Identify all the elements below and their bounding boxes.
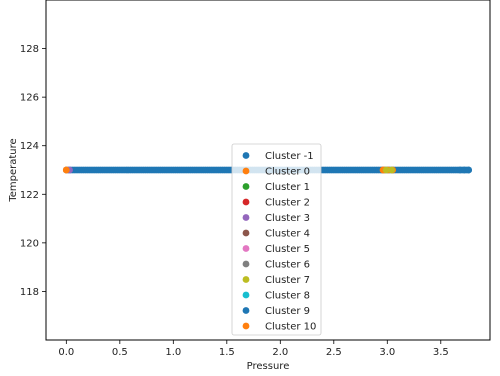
x-tick-label: 0.5 <box>112 347 128 358</box>
legend-label: Cluster 9 <box>265 306 310 317</box>
x-tick-label: 0.0 <box>58 347 74 358</box>
legend-label: Cluster 4 <box>265 229 310 240</box>
y-tick-label: 118 <box>20 287 39 298</box>
x-tick-label: 1.0 <box>165 347 181 358</box>
legend-label: Cluster -1 <box>265 151 314 162</box>
legend-marker <box>242 291 250 299</box>
legend-marker <box>242 322 250 330</box>
legend-marker <box>242 245 250 252</box>
legend-label: Cluster 10 <box>265 322 316 333</box>
y-tick-label: 122 <box>20 190 39 201</box>
y-tick-label: 126 <box>20 93 39 104</box>
legend-label: Cluster 7 <box>265 275 310 286</box>
x-tick-label: 3.5 <box>433 347 449 358</box>
legend-label: Cluster 2 <box>265 198 310 209</box>
legend-marker <box>242 183 250 190</box>
legend-marker <box>242 260 250 268</box>
x-tick-label: 2.5 <box>326 347 342 358</box>
data-point <box>382 166 390 174</box>
legend-marker <box>242 198 250 206</box>
x-tick-label: 2.0 <box>272 347 288 358</box>
data-point <box>465 166 473 174</box>
legend-marker <box>242 276 250 283</box>
x-axis: 0.0 0.5 1.0 1.5 2.0 2.5 3.0 3.5 <box>58 340 449 358</box>
legend-label: Cluster 0 <box>265 167 310 178</box>
legend-marker <box>242 214 250 221</box>
y-axis-label: Temperature <box>8 138 19 202</box>
legend-label: Cluster 5 <box>265 244 310 255</box>
x-tick-label: 3.0 <box>379 347 395 358</box>
y-tick-label: 128 <box>20 44 39 55</box>
legend-marker <box>242 307 250 314</box>
y-tick-label: 124 <box>20 141 39 152</box>
legend-label: Cluster 1 <box>265 182 310 193</box>
data-point <box>388 166 395 174</box>
data-point <box>62 166 70 174</box>
x-axis-label: Pressure <box>247 361 290 372</box>
legend: Cluster -1 Cluster 0 Cluster 1 Cluster 2 Clu… <box>231 143 322 336</box>
legend-label: Cluster 3 <box>265 213 310 224</box>
legend-marker <box>242 152 250 159</box>
legend-label: Cluster 8 <box>265 291 310 302</box>
legend-box <box>231 143 322 336</box>
legend-label: Cluster 6 <box>265 260 310 271</box>
y-axis: 118 120 122 124 126 128 <box>20 44 46 298</box>
legend-marker <box>242 167 250 175</box>
legend-marker <box>242 229 250 237</box>
y-tick-label: 120 <box>20 238 39 249</box>
x-tick-label: 1.5 <box>219 347 235 358</box>
